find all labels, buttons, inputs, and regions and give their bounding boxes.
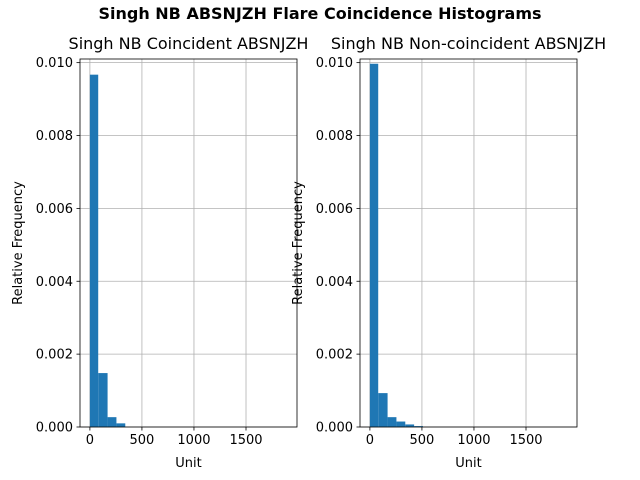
x-tick-label: 1500	[509, 433, 542, 448]
y-tick-label: 0.008	[316, 129, 353, 144]
y-tick-label: 0.000	[36, 421, 73, 436]
figure-suptitle: Singh NB ABSNJZH Flare Coincidence Histo…	[98, 4, 542, 23]
y-tick-label: 0.000	[316, 421, 353, 436]
y-tick-label: 0.010	[316, 56, 353, 71]
x-tick-label: 0	[86, 433, 94, 448]
histogram-bar	[414, 426, 423, 427]
subplot-title: Singh NB Non-coincident ABSNJZH	[331, 34, 606, 53]
x-tick-label: 1000	[457, 433, 490, 448]
axes-frame	[359, 58, 578, 428]
y-tick-label: 0.006	[36, 202, 73, 217]
axes-frame	[79, 58, 298, 428]
y-axis-label: Relative Frequency	[11, 181, 26, 305]
histogram-bar	[89, 74, 99, 427]
histogram-bar	[369, 63, 379, 427]
y-tick-label: 0.008	[36, 129, 73, 144]
y-tick-label: 0.004	[316, 275, 353, 290]
x-axis-label: Unit	[175, 456, 201, 471]
y-axis-label: Relative Frequency	[291, 181, 306, 305]
y-tick-label: 0.002	[36, 348, 73, 363]
subplot-1: 0 500 1000 1500 0.000 0.002 0.004 0.006 0.008 0.0…	[11, 34, 308, 471]
subplot-2: 0 500 1000 1500 0.000 0.002 0.004 0.006 0.008 0.0…	[291, 34, 606, 471]
histogram-bar	[387, 417, 397, 427]
x-tick-label: 0	[366, 433, 374, 448]
histogram-bar	[98, 373, 108, 427]
histogram-bar	[378, 393, 388, 427]
histogram-bar	[396, 421, 406, 427]
x-tick-label: 1500	[229, 433, 262, 448]
x-axis-label: Unit	[455, 456, 481, 471]
histogram-bar	[116, 423, 126, 427]
histogram-bar	[107, 417, 117, 427]
x-tick-label: 500	[130, 433, 155, 448]
y-tick-label: 0.004	[36, 275, 73, 290]
subplot-title: Singh NB Coincident ABSNJZH	[69, 34, 309, 53]
y-tick-label: 0.002	[316, 348, 353, 363]
x-tick-label: 1000	[177, 433, 210, 448]
histogram-bar	[405, 424, 415, 427]
y-tick-label: 0.006	[316, 202, 353, 217]
y-tick-label: 0.010	[36, 56, 73, 71]
x-tick-label: 500	[410, 433, 435, 448]
